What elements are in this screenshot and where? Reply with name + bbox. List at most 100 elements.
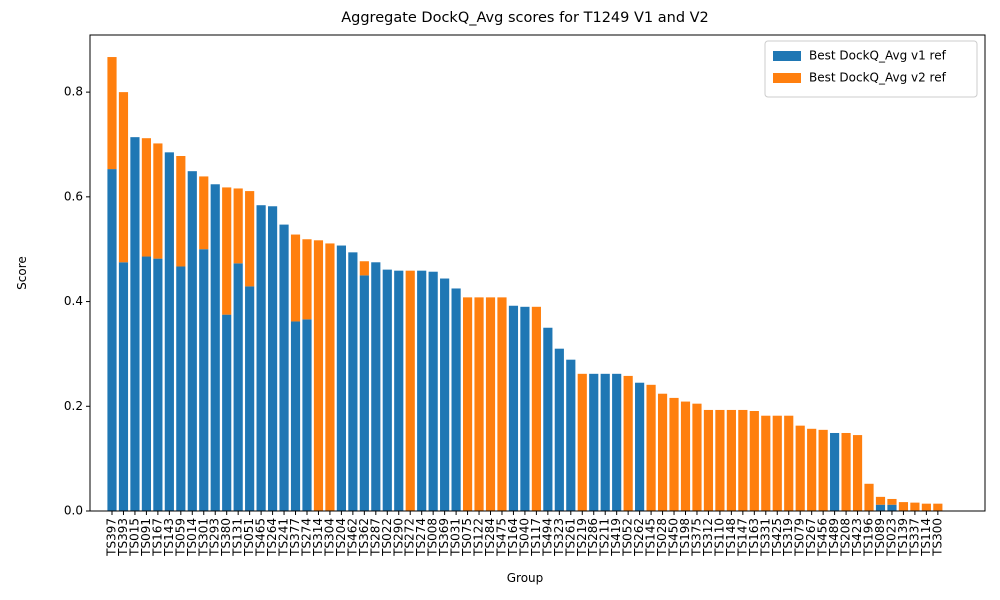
bar (577, 373, 587, 511)
bar (566, 359, 576, 511)
x-tick-label: TS122 (472, 518, 486, 557)
bar (543, 327, 553, 511)
x-tick-label: TS419 (609, 518, 623, 557)
x-tick-label: TS262 (632, 518, 646, 557)
bar (336, 245, 346, 511)
x-tick-label: TS079 (793, 518, 807, 557)
bar (726, 409, 736, 511)
x-tick-label: TS167 (150, 518, 164, 557)
x-tick-label: TS423 (850, 518, 864, 557)
bar (657, 393, 668, 511)
bar (256, 205, 266, 512)
bar (761, 415, 771, 511)
bar (807, 428, 817, 511)
x-tick-label: TS323 (552, 518, 566, 557)
bar (875, 496, 886, 505)
x-tick-label: TS208 (839, 518, 853, 557)
x-tick-label: TS052 (621, 518, 635, 557)
bar (107, 169, 117, 511)
legend-label: Best DockQ_Avg v2 ref (809, 71, 947, 85)
x-tick-label: TS284 (483, 518, 497, 557)
bar (440, 278, 450, 511)
x-tick-label: TS015 (127, 518, 141, 557)
x-tick-label: TS117 (529, 518, 543, 557)
bar (371, 262, 381, 511)
bar (245, 191, 255, 287)
bar (749, 410, 759, 511)
x-tick-label: TS274 (414, 518, 428, 557)
x-tick-label: TS274 (299, 518, 313, 557)
x-tick-label: TS075 (460, 518, 474, 557)
x-tick-label: TS022 (380, 518, 394, 557)
x-tick-label: TS465 (254, 518, 268, 557)
bar (348, 252, 358, 512)
bar (589, 373, 599, 511)
bar (290, 234, 301, 322)
x-tick-label: TS219 (575, 518, 589, 557)
bar (646, 384, 656, 511)
y-axis-label: Score (15, 256, 29, 290)
bar (130, 137, 140, 512)
x-tick-label: TS377 (288, 518, 302, 557)
x-tick-label: TS375 (689, 518, 703, 557)
x-tick-label: TS456 (816, 518, 830, 557)
x-tick-label: TS425 (770, 518, 784, 557)
bar (887, 498, 897, 505)
bar (279, 224, 289, 511)
bar (325, 243, 335, 512)
bar (417, 270, 427, 511)
x-tick-label: TS286 (586, 518, 600, 557)
bar (921, 503, 931, 511)
x-tick-label: TS264 (265, 518, 279, 557)
bar (210, 184, 220, 512)
x-tick-label: TS267 (804, 518, 818, 557)
bar (164, 152, 174, 511)
bar (141, 256, 151, 511)
x-tick-label: TS089 (873, 518, 887, 557)
x-tick-label: TS031 (449, 518, 463, 557)
bar (359, 275, 369, 511)
bar (680, 401, 691, 511)
bar (451, 288, 461, 511)
x-tick-label: TS362 (357, 518, 371, 557)
bar (153, 258, 163, 511)
x-tick-label: TS148 (724, 518, 738, 557)
bar (290, 321, 301, 511)
x-tick-label: TS139 (896, 518, 910, 557)
bar (141, 138, 151, 257)
x-tick-label: TS304 (322, 518, 336, 557)
bar (898, 502, 909, 511)
x-tick-label: TS300 (930, 518, 944, 557)
x-tick-label: TS008 (426, 518, 440, 557)
bar (554, 348, 564, 511)
bar (520, 306, 530, 511)
bar (233, 188, 243, 264)
x-tick-label: TS241 (277, 518, 291, 557)
bar (302, 319, 312, 511)
bar (118, 262, 129, 511)
x-tick-label: TS145 (644, 518, 658, 557)
bar (359, 261, 369, 276)
y-tick-label: 0.4 (64, 294, 83, 308)
x-tick-label: TS337 (907, 518, 921, 557)
x-tick-label: TS450 (667, 518, 681, 557)
bar (107, 57, 117, 170)
bar (508, 305, 519, 511)
x-tick-label: TS211 (598, 518, 612, 557)
x-tick-label: TS028 (655, 518, 669, 557)
bar (485, 297, 496, 511)
bar (474, 297, 484, 511)
bar (600, 373, 610, 511)
x-tick-label: TS319 (781, 518, 795, 557)
x-tick-label: TS198 (678, 518, 692, 557)
x-tick-label: TS147 (735, 518, 749, 557)
bar (784, 415, 794, 511)
bar (531, 306, 541, 511)
x-tick-label: TS059 (173, 518, 187, 557)
bar (715, 409, 725, 511)
bar (267, 206, 278, 511)
chart-title: Aggregate DockQ_Avg scores for T1249 V1 … (341, 10, 709, 26)
bar (703, 409, 714, 511)
legend-swatch (773, 51, 801, 61)
bar (382, 269, 392, 511)
